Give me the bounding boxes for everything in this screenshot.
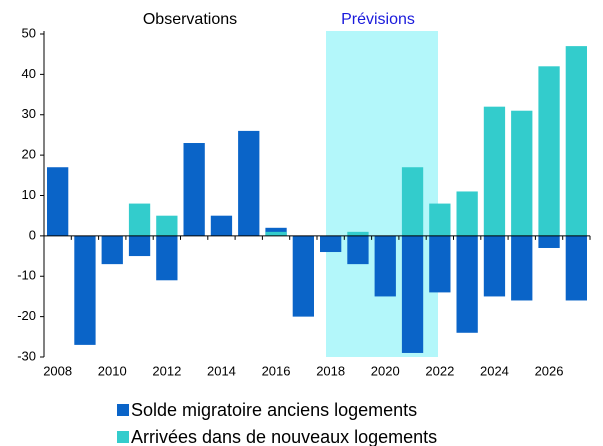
legend-text: Solde migratoire anciens logements bbox=[131, 400, 417, 420]
legend-text: Arrivées dans de nouveaux logements bbox=[131, 427, 437, 446]
bar bbox=[265, 231, 287, 236]
bar bbox=[156, 215, 178, 236]
bar bbox=[565, 235, 587, 301]
bar bbox=[483, 106, 506, 236]
bar bbox=[538, 66, 560, 236]
bar bbox=[74, 235, 96, 345]
bar bbox=[292, 235, 314, 317]
bar bbox=[320, 235, 342, 253]
x-tick-label: 2020 bbox=[371, 363, 400, 378]
y-tick-label: 30 bbox=[22, 106, 36, 121]
annotation: Prévisions bbox=[341, 11, 415, 28]
bar bbox=[238, 130, 260, 236]
x-tick-label: 2026 bbox=[535, 363, 564, 378]
x-tick-label: 2010 bbox=[98, 363, 127, 378]
bar bbox=[565, 46, 587, 236]
bar bbox=[429, 203, 451, 236]
y-tick-label: 0 bbox=[29, 227, 36, 242]
x-tick-label: 2014 bbox=[207, 363, 236, 378]
bar bbox=[347, 231, 369, 236]
bar bbox=[538, 235, 560, 248]
bar bbox=[456, 235, 478, 333]
bar bbox=[511, 110, 533, 236]
y-tick-label: -20 bbox=[17, 308, 36, 323]
bar bbox=[401, 167, 424, 236]
legend-swatch bbox=[117, 404, 129, 416]
bar bbox=[156, 235, 178, 281]
y-tick-label: -30 bbox=[17, 348, 36, 363]
x-tick-label: 2008 bbox=[43, 363, 72, 378]
x-tick-label: 2018 bbox=[316, 363, 345, 378]
bar bbox=[401, 235, 424, 353]
x-tick-label: 2012 bbox=[152, 363, 181, 378]
bar bbox=[128, 235, 151, 257]
bar bbox=[374, 235, 396, 297]
y-tick-label: 20 bbox=[22, 147, 36, 162]
bar bbox=[347, 235, 369, 265]
bar bbox=[483, 235, 506, 297]
bar bbox=[101, 235, 123, 265]
x-tick-label: 2022 bbox=[425, 363, 454, 378]
x-tick-label: 2024 bbox=[480, 363, 509, 378]
y-tick-label: 40 bbox=[22, 66, 36, 81]
y-tick-label: 50 bbox=[22, 25, 36, 40]
bar bbox=[456, 191, 478, 236]
bar bbox=[128, 203, 151, 236]
bar bbox=[47, 167, 69, 236]
bar bbox=[183, 143, 205, 236]
x-tick-label: 2016 bbox=[262, 363, 291, 378]
bar bbox=[511, 235, 533, 301]
y-tick-label: -10 bbox=[17, 268, 36, 283]
annotation: Observations bbox=[143, 11, 237, 28]
bar bbox=[429, 235, 451, 293]
y-tick-label: 10 bbox=[22, 187, 36, 202]
legend-swatch bbox=[117, 431, 129, 443]
bar bbox=[210, 215, 233, 236]
